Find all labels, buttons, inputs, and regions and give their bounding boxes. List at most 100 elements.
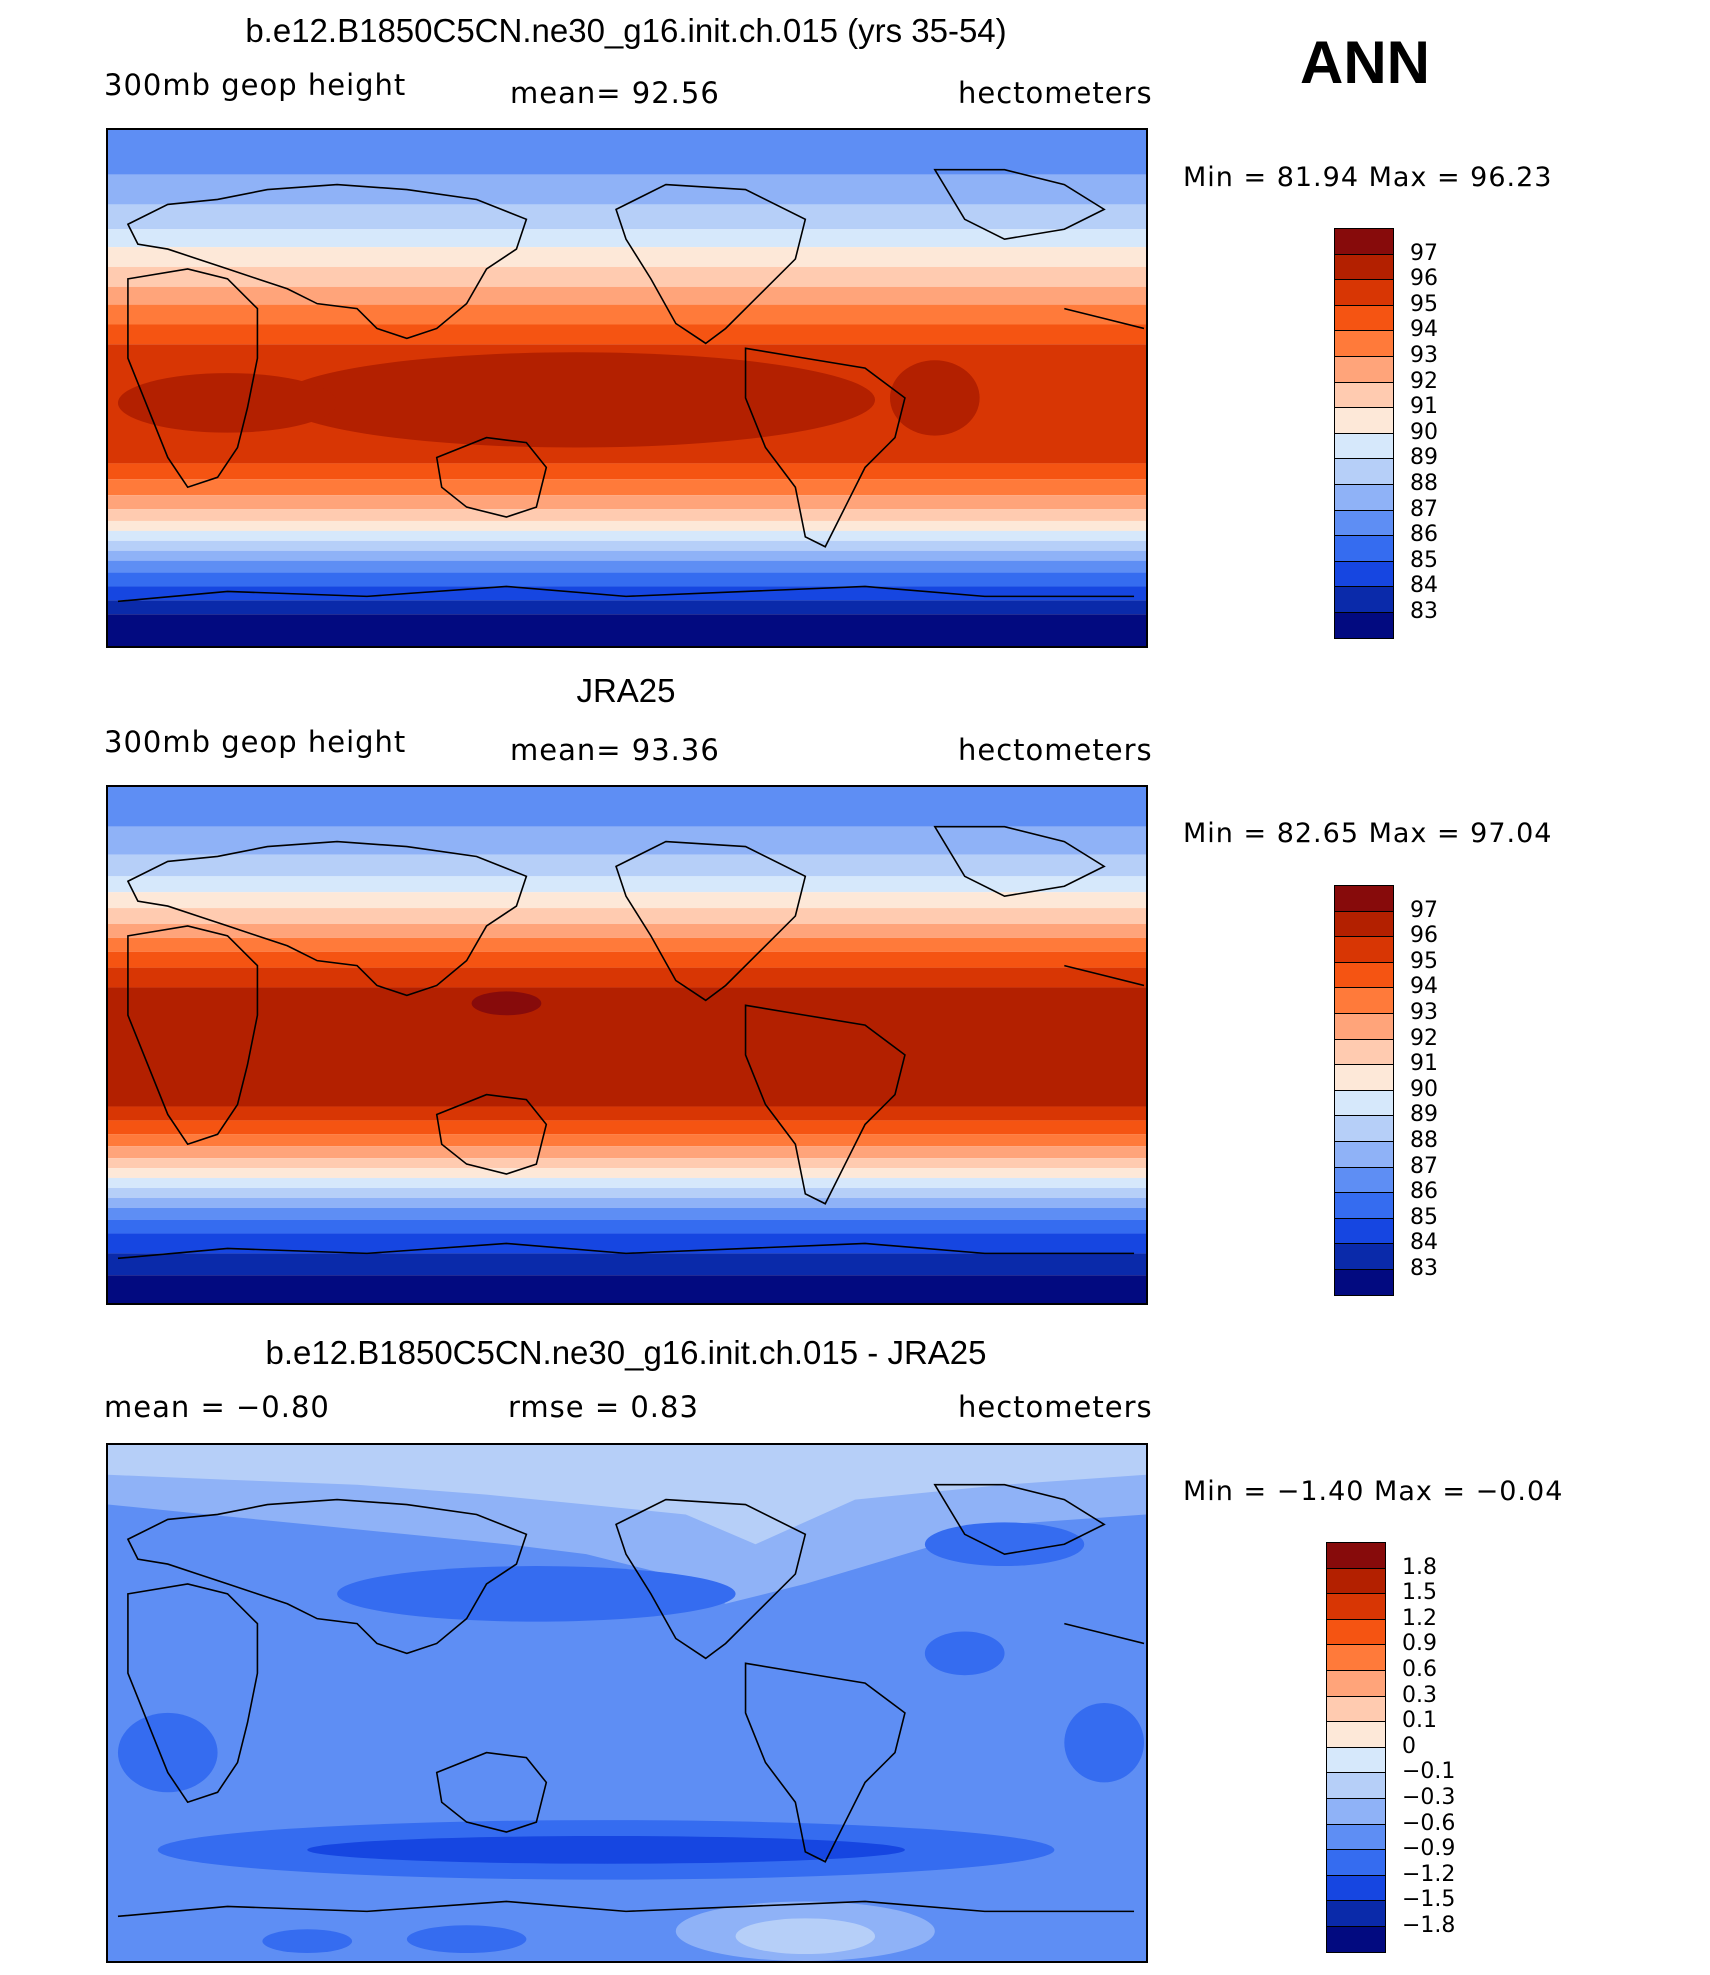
colorbar-label: 85 [1410,547,1438,573]
panel1-left-label: 300mb geop height [104,68,407,102]
colorbar-label: 94 [1410,317,1438,343]
colorbar-swatch [1334,535,1394,562]
colorbar-swatch [1334,407,1394,434]
colorbar-label: 88 [1410,1128,1438,1153]
colorbar-label: −0.6 [1402,1810,1456,1836]
colorbar-swatch [1334,1064,1394,1091]
colorbar-swatch [1326,1874,1386,1902]
colorbar-label: 0.9 [1402,1631,1437,1657]
colorbar-swatch [1334,560,1394,588]
colorbar-label: 83 [1410,1256,1438,1281]
colorbar-swatch [1334,509,1394,537]
colorbar-swatch [1334,586,1394,613]
colorbar-label: 83 [1410,599,1438,624]
colorbar-swatch [1326,1644,1386,1671]
panel2-units-label: hectometers [958,733,1153,767]
colorbar-swatch [1326,1721,1386,1748]
colorbar-swatch [1334,1166,1394,1194]
colorbar-swatch [1334,1192,1394,1219]
colorbar-label: −1.2 [1402,1861,1456,1887]
panel2-minmax: Min = 82.65 Max = 97.04 [1183,818,1553,849]
colorbar-label: 93 [1410,1000,1438,1025]
colorbar-label: 91 [1410,394,1438,420]
colorbar-swatch [1334,381,1394,409]
panel1-map [106,128,1148,648]
panel3-minmax: Min = −1.40 Max = −0.04 [1183,1476,1564,1507]
colorbar-label: 84 [1410,1230,1438,1256]
panel2-contour-field [108,787,1146,1303]
colorbar-label: 86 [1410,1179,1438,1205]
colorbar-swatch [1326,1926,1386,1953]
colorbar-swatch [1334,458,1394,485]
colorbar-swatch [1334,961,1394,989]
colorbar-swatch [1326,1849,1386,1876]
colorbar-label: 90 [1410,419,1438,445]
colorbar-swatch [1334,432,1394,460]
colorbar-label: 1.2 [1402,1605,1437,1631]
colorbar-label: 95 [1410,291,1438,317]
colorbar-swatch [1326,1746,1386,1774]
colorbar-label: 95 [1410,948,1438,974]
colorbar-swatch [1334,356,1394,383]
colorbar-label: 84 [1410,573,1438,599]
colorbar-swatch [1334,936,1394,963]
colorbar-label: 97 [1410,240,1438,266]
colorbar-label: −0.9 [1402,1836,1456,1862]
panel3-rmse-label: rmse = 0.83 [508,1390,699,1424]
colorbar-swatch [1326,1823,1386,1851]
colorbar-label: 91 [1410,1051,1438,1077]
colorbar-swatch [1334,1013,1394,1040]
panel2-map [106,785,1148,1305]
colorbar-swatch [1334,987,1394,1014]
colorbar-swatch [1334,612,1394,639]
panel2-title: JRA25 [576,672,676,709]
colorbar-swatch [1334,1141,1394,1168]
colorbar-swatch [1334,1217,1394,1245]
colorbar-swatch [1334,1089,1394,1117]
colorbar-label: 86 [1410,522,1438,548]
colorbar-label: 89 [1410,445,1438,471]
colorbar-swatch [1334,304,1394,332]
colorbar-swatch [1326,1542,1386,1569]
colorbar-label: 89 [1410,1102,1438,1128]
colorbar-label: 93 [1410,343,1438,368]
colorbar-label: 96 [1410,923,1438,949]
colorbar-label: 1.5 [1402,1580,1437,1606]
colorbar-label: 87 [1410,1153,1438,1179]
colorbar-swatch [1334,279,1394,306]
colorbar-label: 94 [1410,974,1438,1000]
colorbar-swatch [1326,1670,1386,1697]
colorbar-label: −1.8 [1402,1913,1456,1938]
colorbar-swatch [1334,228,1394,255]
colorbar-label: 85 [1410,1204,1438,1230]
panel1-title: b.e12.B1850C5CN.ne30_g16.init.ch.015 (yr… [245,12,1007,49]
colorbar-swatch [1334,330,1394,357]
colorbar-label: −0.1 [1402,1759,1456,1785]
panel3-contour-field [108,1445,1146,1961]
colorbar-swatch [1334,484,1394,511]
colorbar-label: 0.6 [1402,1657,1437,1682]
panel1-minmax: Min = 81.94 Max = 96.23 [1183,162,1553,193]
colorbar-swatch [1334,1243,1394,1270]
colorbar-label: 0.3 [1402,1682,1437,1708]
colorbar-swatch [1334,1269,1394,1296]
panel1-units-label: hectometers [958,76,1153,110]
colorbar-label: 92 [1410,368,1438,394]
panel3-map [106,1443,1148,1963]
colorbar-label: 97 [1410,897,1438,923]
colorbar-label: 92 [1410,1025,1438,1051]
colorbar-label: 88 [1410,471,1438,496]
colorbar-label: 0.1 [1402,1708,1437,1734]
colorbar-label: 1.8 [1402,1554,1437,1580]
panel2-left-label: 300mb geop height [104,725,407,759]
colorbar-label: 87 [1410,496,1438,522]
colorbar-label: −1.5 [1402,1887,1456,1913]
colorbar-swatch [1326,1567,1386,1595]
colorbar-label: 96 [1410,266,1438,292]
colorbar-label: 90 [1410,1076,1438,1102]
colorbar-swatch [1326,1593,1386,1620]
colorbar-swatch [1334,1115,1394,1142]
colorbar-swatch [1326,1772,1386,1799]
panel3-mean-label: mean = −0.80 [104,1390,330,1424]
colorbar-swatch [1334,885,1394,912]
